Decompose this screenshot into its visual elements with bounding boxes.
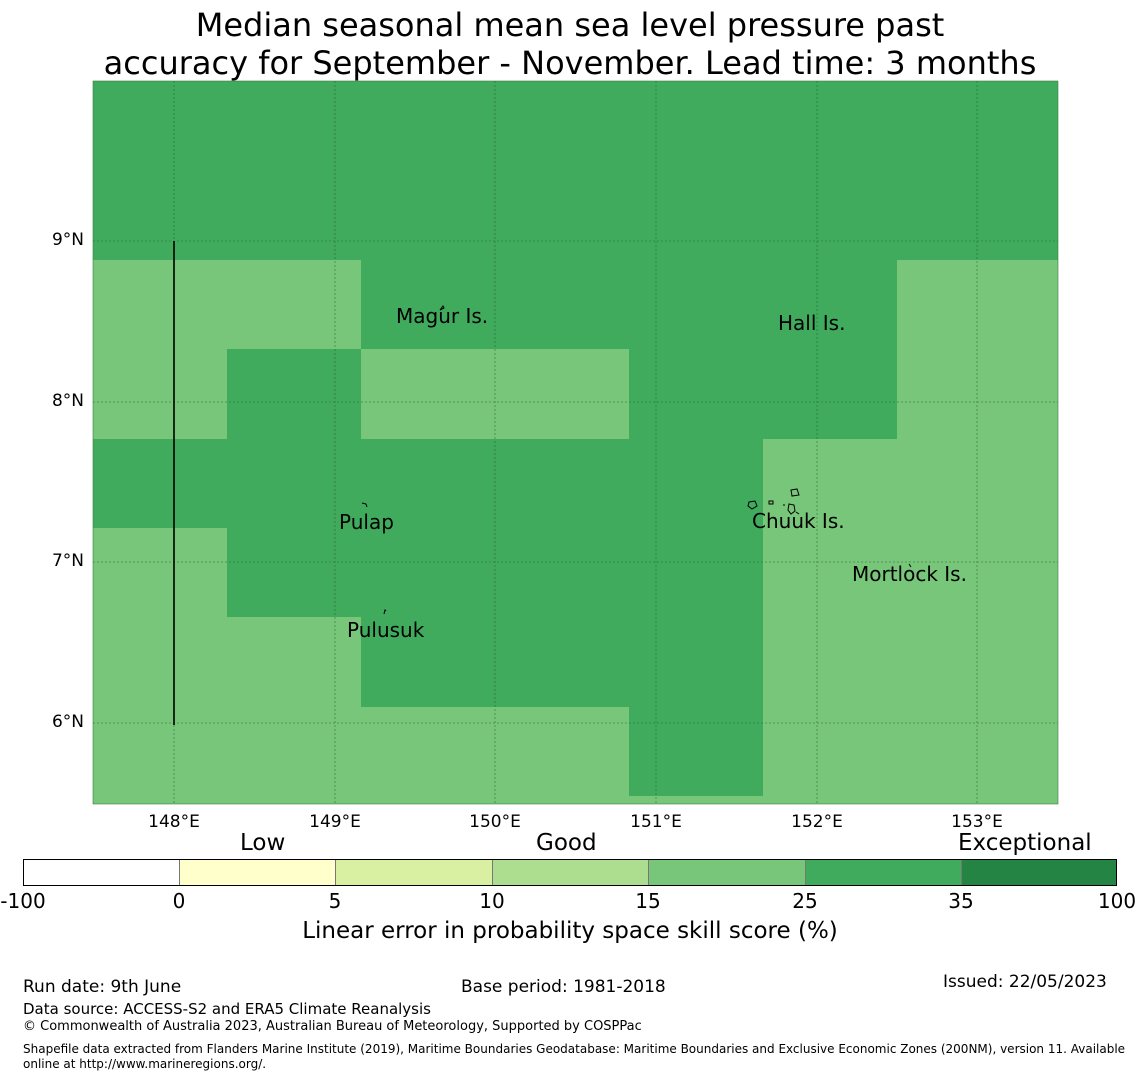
colorbar-segment bbox=[962, 860, 1116, 885]
place-label-hall: Hall Is. bbox=[778, 311, 846, 335]
colorbar-tick: 5 bbox=[328, 889, 342, 913]
colorbar bbox=[23, 859, 1117, 886]
lon-tick-148e: 148°E bbox=[148, 812, 200, 832]
place-label-magur: Magur Is. bbox=[396, 304, 489, 328]
good-region-south bbox=[361, 260, 1058, 804]
island-outlines bbox=[361, 305, 912, 615]
good-region-west bbox=[93, 260, 361, 804]
lon-tick-150e: 150°E bbox=[469, 812, 521, 832]
colorbar-label: Linear error in probability space skill … bbox=[302, 918, 838, 944]
chuuk-lagoon-outline bbox=[747, 488, 800, 515]
lon-tick-152e: 152°E bbox=[791, 812, 843, 832]
graticule bbox=[93, 81, 1058, 804]
colorbar-tick: 100 bbox=[1097, 889, 1137, 913]
copyright-notice: © Commonwealth of Australia 2023, Austra… bbox=[23, 1019, 642, 1034]
skill-map bbox=[92, 80, 1059, 805]
run-date: Run date: 9th June bbox=[23, 977, 182, 997]
colorbar-segment bbox=[180, 860, 336, 885]
colorbar-segment bbox=[336, 860, 493, 885]
lat-tick-8n: 8°N bbox=[51, 391, 84, 411]
pulap-island-outline bbox=[361, 502, 368, 508]
place-label-mortlock: Mortlock Is. bbox=[852, 562, 967, 586]
colorbar-tick: 10 bbox=[479, 889, 505, 913]
category-low: Low bbox=[240, 830, 286, 856]
lon-tick-153e: 153°E bbox=[951, 812, 1003, 832]
colorbar-segment bbox=[806, 860, 962, 885]
colorbar-segment bbox=[24, 860, 180, 885]
shapefile-credit: Shapefile data extracted from Flanders M… bbox=[23, 1042, 1126, 1071]
map-title-line-1: Median seasonal mean sea level pressure … bbox=[195, 6, 945, 44]
colorbar-tick: 0 bbox=[172, 889, 186, 913]
mortlock-island-outline bbox=[908, 563, 912, 568]
lon-tick-149e: 149°E bbox=[309, 812, 361, 832]
map-frame bbox=[92, 80, 1059, 805]
lat-tick-6n: 6°N bbox=[51, 712, 84, 732]
place-label-pulap: Pulap bbox=[339, 510, 394, 534]
category-good: Good bbox=[536, 830, 597, 856]
place-label-pulusuk: Pulusuk bbox=[347, 618, 425, 642]
lat-tick-7n: 7°N bbox=[51, 551, 84, 571]
category-exceptional: Exceptional bbox=[958, 830, 1092, 856]
lon-tick-151e: 151°E bbox=[630, 812, 682, 832]
colorbar-tick: 35 bbox=[948, 889, 974, 913]
colorbar-segment bbox=[493, 860, 649, 885]
magur-island-outline bbox=[439, 305, 445, 311]
place-label-chuuk: Chuuk Is. bbox=[752, 509, 845, 533]
base-period: Base period: 1981-2018 bbox=[461, 977, 666, 997]
good-skill-regions bbox=[93, 260, 1058, 804]
pulusuk-island-outline bbox=[383, 609, 387, 615]
colorbar-tick: 15 bbox=[635, 889, 661, 913]
data-source: Data source: ACCESS-S2 and ERA5 Climate … bbox=[23, 1000, 431, 1018]
colorbar-tick: 25 bbox=[792, 889, 818, 913]
issued-date: Issued: 22/05/2023 bbox=[943, 972, 1107, 992]
colorbar-segment bbox=[649, 860, 806, 885]
lat-tick-9n: 9°N bbox=[51, 230, 84, 250]
colorbar-tick: -100 bbox=[0, 889, 46, 913]
map-title-line-2: accuracy for September - November. Lead … bbox=[103, 44, 1037, 82]
